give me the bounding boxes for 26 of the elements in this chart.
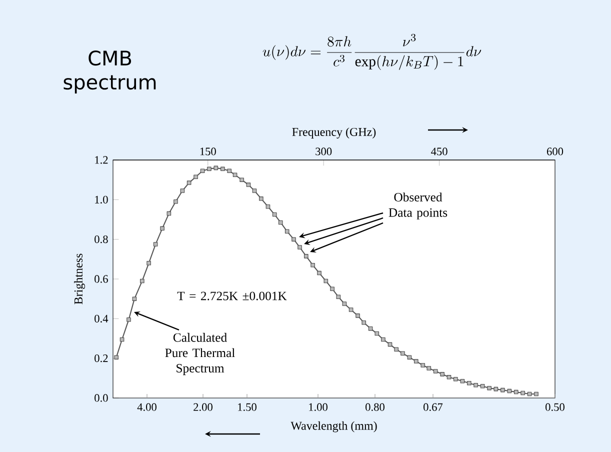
text: 0.67 [424,403,443,411]
y-tick-label: 0.0 [94,394,108,402]
chart-title: CMB spectrum [64,50,156,94]
text: 1.00 [309,403,328,411]
text: 0.50 [546,403,564,411]
annotation: Observed Data points [388,192,448,220]
x-axis-title: Frequency (GHz) [292,128,376,138]
text: 0.80 [366,403,384,411]
chart-subtitle: $u(\nu)d\nu=\frac{8\pi h}{c^3}\frac{\nu^3}{\exp(h\nu/k_BT)-1}d\nu$ [262,34,482,70]
x-tick-label: 450 [431,148,448,156]
y-tick-label: 0.2 [94,354,108,362]
y-tick-label: 0.4 [94,314,108,323]
text: 2.00 [194,403,212,411]
x-tick-label: 300 [316,148,332,156]
x-tick-label: 600 [546,148,564,156]
y-tick-label: 1.2 [95,156,108,164]
x-tick-label: 150 [200,148,216,156]
y-tick-label: 1.0 [95,196,108,204]
y-axis-title: Brightness [74,254,85,304]
text: 4.00 [137,403,156,411]
x2-axis-title: Wavelength (mm) [290,421,377,432]
annotation: Calculated Pure Thermal Spectrum [165,332,235,376]
y-tick-label: 0.8 [94,235,108,244]
y-tick-label: 0.6 [94,275,108,283]
annotation: T = 2.725K ±0.001K [177,292,287,300]
text: 1.50 [238,403,256,411]
